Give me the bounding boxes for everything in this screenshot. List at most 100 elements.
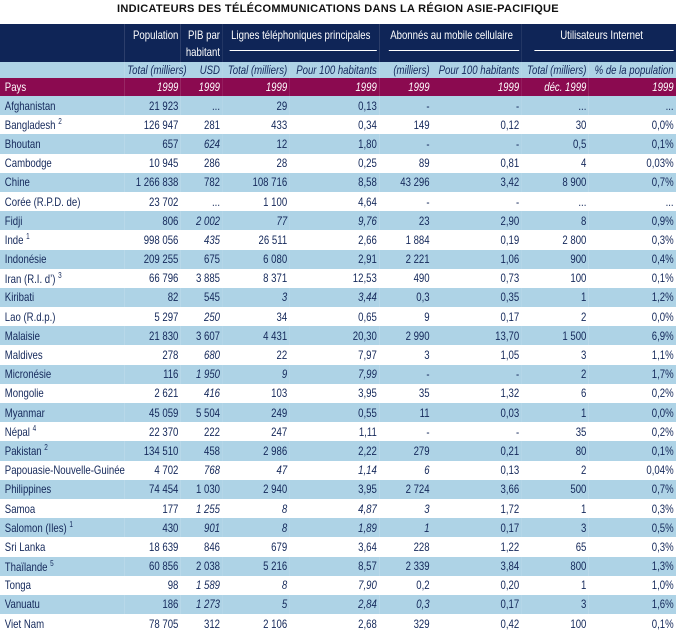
header-group-internet: Utilisateurs Internet [522, 24, 676, 62]
lignes-100-cell: 3,95 [358, 386, 377, 401]
population-cell: 430 [162, 520, 179, 535]
lignes-100-cell: 7,90 [358, 578, 377, 593]
table-row: Philippines 74 454 1 030 2 940 3,95 2 724 3,66… [0, 479, 676, 499]
lignes-total-cell: 3 [281, 290, 288, 305]
country-cell: Samoa [0, 499, 125, 518]
country-cell: Tonga [0, 576, 125, 595]
country-name: Malaisie [4, 328, 41, 343]
mobile-100-cell: 3,42 [500, 175, 520, 190]
internet-total-cell: 2 [581, 309, 587, 324]
internet-total-cell: 3 [581, 520, 587, 535]
country-cell: Afghanistan [0, 96, 125, 115]
mobile-total-cell: 89 [418, 156, 430, 171]
internet-pct-cell: 0,1% [651, 443, 674, 458]
pib-cell: 675 [203, 252, 220, 267]
footnote-marker: 5 [50, 558, 54, 568]
mobile-total-cell: 2 339 [405, 559, 430, 574]
internet-total-cell: 8 900 [562, 175, 587, 190]
lignes-total-cell: 108 716 [252, 175, 288, 190]
table-row: Fidji 806 2 002 77 9,76 23 2,90 8 0,9% [0, 211, 676, 231]
internet-pct-cell: ... [665, 98, 674, 113]
table-row: Inde 1 998 056 435 26 511 2,66 1 884 0,19 2 800… [0, 230, 676, 249]
year-label: 1999 [265, 80, 288, 94]
footnote-marker: 1 [26, 232, 30, 242]
internet-total-cell: 3 [581, 348, 587, 363]
header-group-row: Population PIB par habitant Lignes télép… [0, 24, 676, 62]
mobile-total-cell: - [426, 424, 430, 439]
country-name: Indonésie [4, 252, 47, 267]
pib-cell: 281 [203, 117, 220, 132]
table-title: INDICATEURS DES TÉLÉCOMMUNICATIONS DANS … [117, 3, 559, 15]
internet-total-cell: 900 [570, 252, 587, 267]
country-cell: Bangladesh 2 [0, 115, 125, 134]
table-row: Cambodge 10 945 286 28 0,25 89 0,81 4 0,03% [0, 154, 676, 173]
internet-pct-cell: 6,9% [651, 328, 674, 343]
lignes-total-cell: 6 080 [263, 252, 288, 267]
mobile-100-cell: - [516, 424, 520, 439]
country-cell: Lao (R.d.p.) [0, 307, 125, 326]
internet-pct-cell: 0,9% [651, 213, 674, 228]
country-name: Thaïlande [4, 559, 48, 574]
unit-label: % de la population [594, 63, 674, 77]
unit-label: Pour 100 habitants [438, 63, 520, 77]
table-row: Afghanistan 21 923... 29 0,13 - -...... [0, 96, 676, 116]
footnote-marker: 4 [32, 424, 37, 434]
mobile-100-cell: 0,17 [500, 309, 520, 324]
mobile-total-cell: 2 221 [405, 252, 430, 267]
lignes-total-cell: 8 [281, 520, 288, 535]
pib-cell: ... [211, 98, 220, 113]
country-name: Viet Nam [4, 616, 45, 631]
internet-pct-cell: ... [665, 194, 674, 209]
pib-cell: 1 255 [195, 501, 220, 516]
mobile-100-cell: 0,81 [500, 156, 520, 171]
pib-cell: 624 [203, 136, 220, 151]
mobile-total-cell: 149 [413, 117, 430, 132]
lignes-total-cell: 1 100 [263, 194, 288, 209]
table-row: Tonga 98 1 589 8 7,90 0,2 0,20 1 1,0% [0, 576, 676, 595]
population-cell: 806 [162, 213, 179, 228]
year-label: 1999 [198, 80, 220, 94]
pib-cell: 435 [203, 232, 220, 247]
mobile-total-cell: 6 [424, 463, 430, 478]
country-name: Maldives [4, 348, 43, 363]
pib-cell: 416 [203, 386, 220, 401]
country-name: Samoa [4, 501, 36, 516]
lignes-100-cell: 0,25 [358, 156, 377, 171]
country-name: Népal [4, 425, 30, 440]
lignes-total-cell: 22 [276, 348, 288, 363]
internet-total-cell: 0,5 [573, 136, 587, 151]
mobile-100-cell: 0,17 [500, 520, 520, 535]
internet-pct-cell: 0,1% [651, 271, 674, 286]
internet-pct-cell: 0,3% [651, 232, 674, 247]
table-row: Bhoutan 657 624 12 1,80 - - 0,5 0,1% [0, 134, 676, 154]
population-cell: 4 702 [154, 463, 179, 478]
internet-pct-cell: 1,2% [651, 290, 674, 305]
table-row: Kiribati 82 545 3 3,44 0,3 0,35 1 1,2% [0, 287, 676, 308]
country-cell: Népal 4 [0, 422, 125, 441]
internet-pct-cell: 0,3% [651, 501, 674, 516]
header-empty [0, 24, 125, 62]
header-population: Population [133, 28, 179, 42]
lignes-100-cell: 8,58 [358, 175, 377, 190]
country-name: Pakistan [4, 444, 42, 459]
header-mobile-label: Abonnés au mobile cellulaire [390, 28, 513, 42]
internet-total-cell: 35 [575, 424, 587, 439]
lignes-total-cell: 247 [271, 424, 288, 439]
internet-pct-cell: 1,0% [651, 578, 674, 593]
year-label: 1999 [408, 80, 430, 94]
mobile-total-cell: - [426, 98, 430, 113]
internet-pct-cell: 0,0% [651, 405, 674, 420]
population-cell: 82 [167, 290, 179, 305]
mobile-100-cell: 0,17 [500, 597, 520, 612]
table-row: Myanmar 45 059 5 504 249 0,55 11 0,03 1 0,0% [0, 403, 676, 423]
internet-pct-cell: 0,4% [651, 252, 674, 267]
table-body: Afghanistan 21 923... 29 0,13- -...... Bangla… [0, 96, 676, 633]
internet-pct-cell: 0,0% [651, 309, 674, 324]
country-cell: Pakistan 2 [0, 441, 125, 460]
lignes-total-cell: 34 [276, 309, 288, 324]
internet-total-cell: 1 500 [562, 328, 587, 343]
lignes-100-cell: 7,97 [358, 348, 377, 363]
mobile-total-cell: 9 [424, 309, 430, 324]
mobile-100-cell: 0,19 [500, 232, 520, 247]
internet-total-cell: 1 [581, 290, 587, 305]
